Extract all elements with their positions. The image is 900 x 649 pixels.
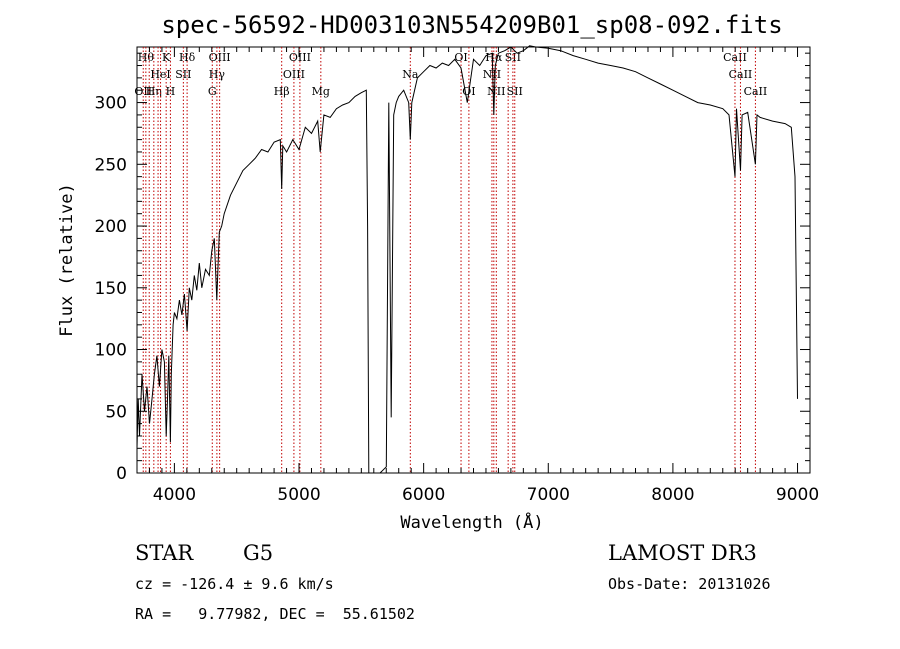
x-tick-label: 6000 (402, 485, 445, 505)
line-marker-label: SII (505, 51, 521, 64)
line-marker-label: Hδ (179, 51, 196, 64)
line-marker-label: Hβ (274, 85, 290, 98)
line-marker-label: OI (454, 51, 467, 64)
line-marker-label: OIII (209, 51, 231, 64)
line-marker-label: Na (402, 68, 419, 81)
line-marker-label: CaII (723, 51, 747, 64)
line-marker-label: NII (487, 85, 505, 98)
x-tick-label: 8000 (651, 485, 694, 505)
y-tick-label: 50 (105, 402, 127, 422)
line-marker-label: SII (175, 68, 191, 81)
line-marker-label: Hγ (209, 68, 226, 81)
y-tick-label: 150 (95, 279, 127, 299)
y-tick-label: 200 (95, 217, 127, 237)
plot-frame (136, 46, 811, 474)
object-class: STAR (135, 541, 194, 565)
y-tick-label: 250 (95, 155, 127, 175)
line-marker-label: OIII (283, 68, 305, 81)
line-marker-label: Hη (146, 85, 162, 98)
survey-name: LAMOST DR3 (608, 541, 757, 565)
line-marker-label: NII (483, 68, 501, 81)
obs-date: Obs-Date: 20131026 (608, 575, 771, 593)
x-tick-label: 5000 (277, 485, 320, 505)
y-tick-label: 0 (116, 464, 127, 484)
line-marker-label: Mg (312, 85, 330, 98)
x-axis-label: Wavelength (Å) (400, 511, 543, 533)
chart-title: spec-56592-HD003103N554209B01_sp08-092.f… (161, 11, 782, 39)
line-marker-label: CaII (729, 68, 753, 81)
y-axis-label: Flux (relative) (57, 183, 77, 337)
line-marker-label: H (166, 85, 176, 98)
line-marker-label: OII (134, 85, 152, 98)
spectrum-line (136, 45, 798, 474)
object-subclass: G5 (243, 541, 273, 565)
y-tick-label: 100 (95, 341, 127, 361)
line-marker-label: CaII (744, 85, 768, 98)
line-marker-label: K (162, 51, 171, 64)
line-marker-label: OIII (289, 51, 311, 64)
x-tick-label: 4000 (153, 485, 196, 505)
line-marker-label: HeI (150, 68, 170, 81)
coordinates-text: RA = 9.77982, DEC = 55.61502 (135, 605, 415, 623)
line-marker-label: SII (507, 85, 523, 98)
redshift-text: cz = -126.4 ± 9.6 km/s (135, 575, 334, 593)
axis-ticks: 4000 5000 6000 7000 8000 9000 0 50 100 150 200 250 3… (95, 47, 819, 505)
spectral-line-markers: OII Hθ Hη HeI K H SII Hδ G Hγ OIII Hβ OIII OIII Mg Na OI… (134, 47, 767, 473)
line-marker-label: G (208, 85, 217, 98)
x-tick-label: 7000 (527, 485, 570, 505)
x-tick-label: 9000 (776, 485, 819, 505)
y-tick-label: 300 (95, 94, 127, 114)
line-marker-label: Hθ (138, 51, 155, 64)
